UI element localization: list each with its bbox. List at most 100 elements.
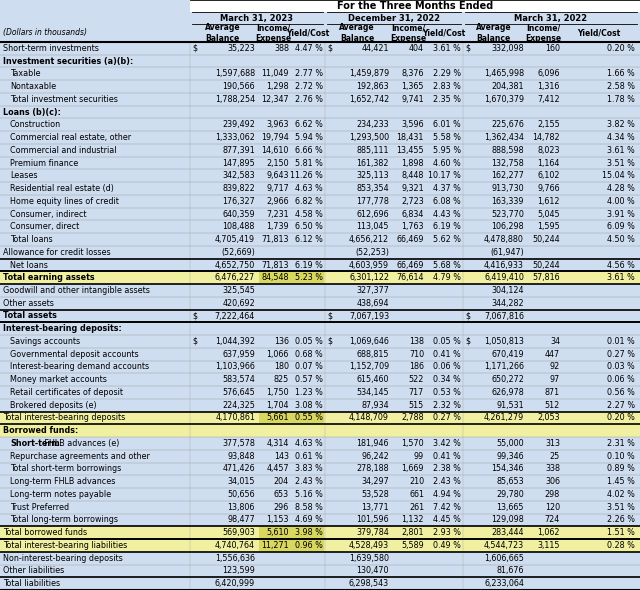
Bar (0, 463, 640, 476)
Text: 132,758: 132,758 (492, 159, 524, 168)
Text: 4,656,212: 4,656,212 (349, 235, 389, 244)
Text: 839,822: 839,822 (222, 184, 255, 193)
Text: 1,066: 1,066 (267, 350, 289, 359)
Text: 650,272: 650,272 (491, 375, 524, 384)
Text: 4.63 %: 4.63 % (295, 439, 323, 448)
Text: 76,614: 76,614 (397, 273, 424, 282)
Text: 512: 512 (545, 401, 560, 409)
Text: 1,132: 1,132 (401, 516, 424, 525)
Text: Nontaxable: Nontaxable (10, 82, 56, 91)
Bar (0, 80, 640, 93)
Text: Average
Balance: Average Balance (476, 23, 511, 42)
Text: Total short-term borrowings: Total short-term borrowings (10, 464, 121, 473)
Text: 388: 388 (274, 44, 289, 53)
Text: 1.78 %: 1.78 % (607, 95, 635, 104)
Text: Total borrowed funds: Total borrowed funds (3, 528, 87, 537)
Text: 0.01 %: 0.01 % (607, 337, 635, 346)
Text: 447: 447 (545, 350, 560, 359)
Text: 6,420,999: 6,420,999 (215, 579, 255, 588)
Text: 8,376: 8,376 (401, 70, 424, 78)
Text: Construction: Construction (10, 120, 61, 129)
Text: Yield/Cost: Yield/Cost (422, 28, 466, 38)
Text: 576,645: 576,645 (222, 388, 255, 397)
Text: 50,244: 50,244 (532, 235, 560, 244)
Text: 5,589: 5,589 (401, 541, 424, 550)
Text: Average
Balance: Average Balance (205, 23, 240, 42)
Text: 9,643: 9,643 (266, 171, 289, 181)
Text: For the Three Months Ended: For the Three Months Ended (337, 1, 493, 11)
Text: 2,150: 2,150 (266, 159, 289, 168)
Text: Short-term investments: Short-term investments (3, 44, 99, 53)
Text: 3.08 %: 3.08 % (295, 401, 323, 409)
Text: 190,566: 190,566 (222, 82, 255, 91)
Text: 2,966: 2,966 (266, 197, 289, 206)
Text: 1,062: 1,062 (538, 528, 560, 537)
Text: 2,155: 2,155 (537, 120, 560, 129)
Text: 1.45 %: 1.45 % (607, 477, 635, 486)
Text: 4.43 %: 4.43 % (433, 209, 461, 218)
Text: 4,170,861: 4,170,861 (215, 414, 255, 422)
Text: 342,583: 342,583 (222, 171, 255, 181)
Text: 50,244: 50,244 (532, 261, 560, 270)
Text: 177,778: 177,778 (356, 197, 389, 206)
Text: 108,488: 108,488 (223, 222, 255, 231)
Text: 2.29 %: 2.29 % (433, 70, 461, 78)
Text: 523,770: 523,770 (491, 209, 524, 218)
Text: 186: 186 (409, 362, 424, 372)
Text: 313: 313 (545, 439, 560, 448)
Text: $: $ (465, 44, 470, 53)
Text: 688,815: 688,815 (356, 350, 389, 359)
Text: 6.19 %: 6.19 % (295, 261, 323, 270)
Text: 2.72 %: 2.72 % (295, 82, 323, 91)
Text: 1,153: 1,153 (266, 516, 289, 525)
Text: 81,676: 81,676 (497, 566, 524, 575)
Text: 1,171,266: 1,171,266 (484, 362, 524, 372)
Text: 2.58 %: 2.58 % (607, 82, 635, 91)
Text: Other liabilities: Other liabilities (3, 566, 64, 575)
Text: 379,784: 379,784 (356, 528, 389, 537)
Text: 35,223: 35,223 (227, 44, 255, 53)
Text: 34,015: 34,015 (227, 477, 255, 486)
Text: Long-term FHLB advances: Long-term FHLB advances (10, 477, 115, 486)
Text: 670,419: 670,419 (492, 350, 524, 359)
Text: 6.08 %: 6.08 % (433, 197, 461, 206)
Text: 12,347: 12,347 (261, 95, 289, 104)
Bar (0, 577, 640, 590)
Text: 11,271: 11,271 (261, 541, 289, 550)
Text: 515: 515 (409, 401, 424, 409)
Text: 4,544,723: 4,544,723 (484, 541, 524, 550)
Text: 1,898: 1,898 (401, 159, 424, 168)
Text: 87,934: 87,934 (362, 401, 389, 409)
Text: 304,124: 304,124 (492, 286, 524, 295)
Bar (0, 437, 640, 450)
Text: 583,574: 583,574 (222, 375, 255, 384)
Text: 6.09 %: 6.09 % (607, 222, 635, 231)
Text: 0.49 %: 0.49 % (433, 541, 461, 550)
Text: 885,111: 885,111 (356, 146, 389, 155)
Bar (0, 195, 640, 208)
Text: 6.12 %: 6.12 % (295, 235, 323, 244)
Text: 2.27 %: 2.27 % (607, 401, 635, 409)
Text: 34: 34 (550, 337, 560, 346)
Text: 0.61 %: 0.61 % (295, 452, 323, 461)
Bar (259, 271, 324, 284)
Text: 13,455: 13,455 (396, 146, 424, 155)
Text: 332,098: 332,098 (492, 44, 524, 53)
Text: 4.45 %: 4.45 % (433, 516, 461, 525)
Text: 2.76 %: 2.76 % (295, 95, 323, 104)
Text: 296: 296 (274, 503, 289, 512)
Text: 4.94 %: 4.94 % (433, 490, 461, 499)
Text: 120: 120 (545, 503, 560, 512)
Text: 2.43 %: 2.43 % (295, 477, 323, 486)
Text: 1,103,966: 1,103,966 (215, 362, 255, 372)
Text: 113,045: 113,045 (356, 222, 389, 231)
Text: Residential real estate (d): Residential real estate (d) (10, 184, 114, 193)
Text: 1,556,636: 1,556,636 (215, 553, 255, 563)
Text: 522: 522 (408, 375, 424, 384)
Text: 1,050,813: 1,050,813 (484, 337, 524, 346)
Text: 3.61 %: 3.61 % (607, 146, 635, 155)
Bar (0, 310, 640, 322)
Text: 6,233,064: 6,233,064 (484, 579, 524, 588)
Text: 1.23 %: 1.23 % (295, 388, 323, 397)
Bar (0, 552, 640, 565)
